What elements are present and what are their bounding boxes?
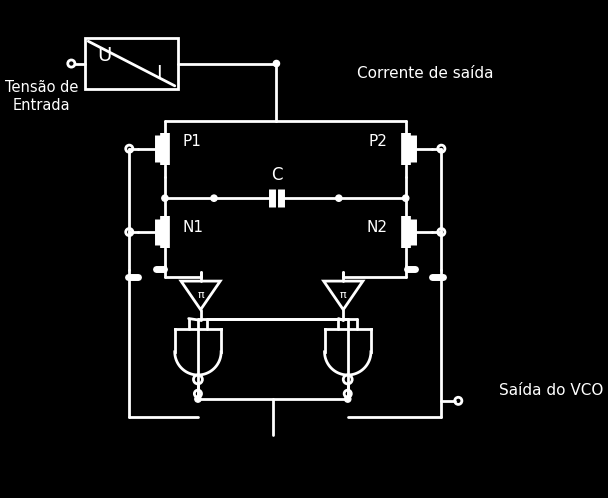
Text: N2: N2 bbox=[367, 220, 388, 235]
Circle shape bbox=[345, 396, 351, 402]
Text: π: π bbox=[198, 290, 204, 300]
Circle shape bbox=[402, 195, 409, 201]
Circle shape bbox=[336, 195, 342, 201]
Text: P1: P1 bbox=[183, 134, 202, 149]
Bar bbox=[85, 38, 178, 90]
Circle shape bbox=[162, 195, 168, 201]
Circle shape bbox=[211, 195, 217, 201]
Text: U: U bbox=[97, 46, 111, 65]
Text: I: I bbox=[156, 64, 162, 83]
Circle shape bbox=[273, 60, 280, 67]
Circle shape bbox=[195, 396, 201, 402]
Text: N1: N1 bbox=[183, 220, 204, 235]
Text: π: π bbox=[340, 290, 347, 300]
Text: Saída do VCO: Saída do VCO bbox=[499, 382, 604, 397]
Text: Corrente de saída: Corrente de saída bbox=[357, 66, 493, 81]
Text: Tensão de
Entrada: Tensão de Entrada bbox=[5, 80, 78, 113]
Text: C: C bbox=[271, 166, 282, 184]
Text: P2: P2 bbox=[369, 134, 388, 149]
